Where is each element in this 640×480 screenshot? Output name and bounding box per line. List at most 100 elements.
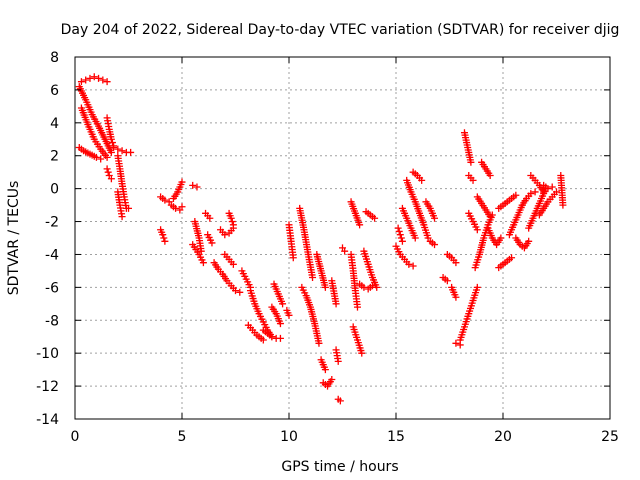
x-tick-label: 5 <box>178 429 187 445</box>
data-point-marker <box>172 204 180 212</box>
data-point-marker <box>159 231 167 239</box>
data-point-marker <box>236 288 244 296</box>
data-point-marker <box>486 213 494 221</box>
data-point-marker <box>232 287 239 295</box>
data-point-marker <box>199 259 207 267</box>
data-point-marker <box>279 300 287 308</box>
x-tick-label: 20 <box>494 429 512 445</box>
data-point-marker <box>396 231 404 239</box>
data-point-marker <box>527 190 535 198</box>
y-tick-label: -6 <box>45 280 59 296</box>
x-axis-label: GPS time / hours <box>281 459 398 475</box>
data-point-marker <box>508 254 516 262</box>
data-point-marker <box>276 334 284 342</box>
data-point-marker <box>118 213 126 221</box>
data-point-marker <box>276 320 284 328</box>
data-point-marker <box>259 336 267 344</box>
data-point-marker <box>97 155 105 163</box>
data-point-marker <box>285 311 293 319</box>
data-point-marker <box>161 237 169 245</box>
data-point-marker <box>467 158 475 166</box>
data-point-marker <box>127 148 135 156</box>
data-point-marker <box>95 74 103 82</box>
data-point-marker <box>107 135 115 143</box>
data-point-marker <box>431 214 439 222</box>
data-point-marker <box>334 357 342 365</box>
data-point-marker <box>371 214 379 222</box>
data-point-marker <box>548 183 556 191</box>
data-point-marker <box>395 227 403 235</box>
data-point-marker <box>315 339 323 347</box>
data-point-marker <box>452 339 460 347</box>
data-point-marker <box>486 171 494 179</box>
y-tick-label: -12 <box>36 379 59 395</box>
data-point-marker <box>431 241 439 249</box>
data-point-marker <box>452 293 460 301</box>
data-point-marker <box>544 185 552 193</box>
data-point-marker <box>107 148 115 156</box>
data-point-marker <box>553 188 560 196</box>
data-point-marker <box>525 237 533 245</box>
data-point-marker <box>92 153 100 161</box>
data-point-marker <box>398 237 406 245</box>
y-tick-label: -14 <box>36 412 59 428</box>
data-point-marker <box>125 204 132 212</box>
y-tick-label: 2 <box>50 149 59 165</box>
data-point-marker <box>358 349 366 357</box>
data-point-marker <box>531 188 539 196</box>
data-point-marker <box>512 191 520 199</box>
data-point-marker <box>160 234 168 242</box>
y-tick-label: -8 <box>45 313 59 329</box>
plot-frame <box>74 56 611 420</box>
data-point-marker <box>411 234 419 242</box>
data-point-marker <box>228 218 236 226</box>
data-point-marker <box>497 234 505 242</box>
data-point-marker <box>229 221 237 229</box>
data-point-marker <box>221 231 229 239</box>
data-point-marker <box>321 366 329 374</box>
y-tick-label: -10 <box>36 346 59 362</box>
data-point-marker <box>103 153 111 161</box>
data-point-marker <box>86 74 94 82</box>
data-point-marker <box>443 277 451 285</box>
y-tick-label: 0 <box>50 182 59 198</box>
data-point-marker <box>103 78 111 86</box>
data-points <box>75 73 567 405</box>
data-point-marker <box>108 139 116 147</box>
data-point-marker <box>409 262 417 270</box>
data-point-marker <box>206 214 214 222</box>
data-point-marker <box>309 273 317 281</box>
data-point-marker <box>268 333 276 341</box>
data-point-marker <box>82 76 90 84</box>
data-point-marker <box>540 188 548 196</box>
x-tick-label: 10 <box>280 429 298 445</box>
data-point-marker <box>193 183 201 191</box>
data-point-marker <box>321 283 329 291</box>
data-point-marker <box>469 176 477 184</box>
data-point-marker <box>397 234 405 242</box>
grid <box>75 57 610 419</box>
data-point-marker <box>99 76 107 84</box>
data-point-marker <box>332 300 340 308</box>
data-point-marker <box>452 259 460 267</box>
x-tick-label: 15 <box>387 429 405 445</box>
data-point-marker <box>189 181 197 189</box>
data-point-marker <box>77 78 85 86</box>
data-point-marker <box>103 165 111 173</box>
data-point-marker <box>90 73 98 81</box>
x-tick-label: 0 <box>71 429 80 445</box>
data-point-marker <box>473 226 481 234</box>
data-point-marker <box>161 196 169 204</box>
data-point-marker <box>405 260 413 268</box>
data-point-marker <box>114 145 122 153</box>
y-tick-label: 4 <box>50 116 59 132</box>
data-point-marker <box>110 144 118 151</box>
data-point-marker <box>178 203 186 211</box>
data-point-marker <box>328 376 336 384</box>
data-point-marker <box>229 260 237 268</box>
y-tick-label: 8 <box>50 50 59 66</box>
data-point-marker <box>353 303 361 311</box>
data-point-marker <box>336 397 344 405</box>
y-tick-label: 6 <box>50 83 59 99</box>
